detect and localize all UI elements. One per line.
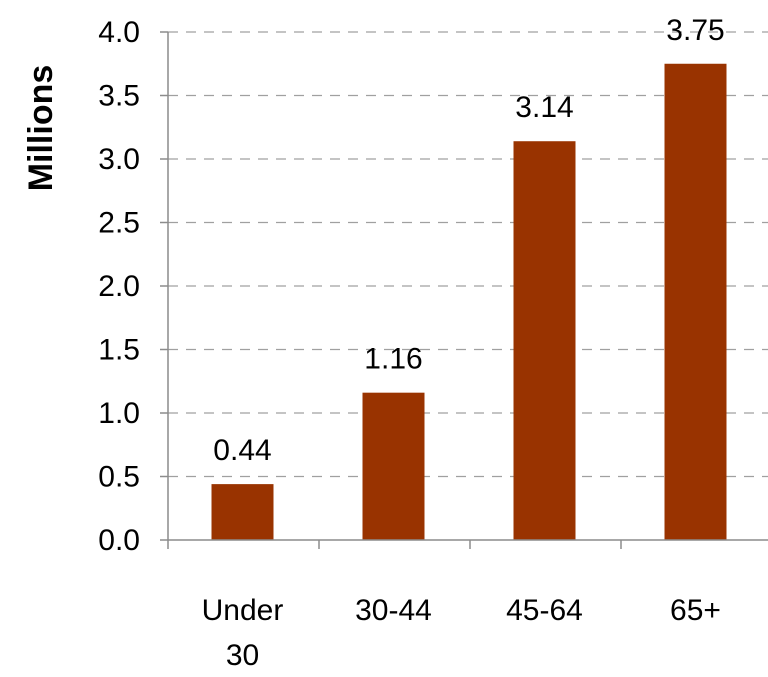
y-tick-label: 4.0 — [98, 16, 140, 49]
data-label: 3.14 — [515, 91, 573, 124]
bar — [211, 484, 274, 540]
y-tick-label: 1.5 — [98, 334, 140, 367]
y-tick-label: 1.0 — [98, 397, 140, 430]
bars — [211, 63, 727, 540]
y-tick-label: 2.5 — [98, 207, 140, 240]
x-category-label: Under 30 — [202, 594, 284, 672]
y-axis-label: Millions — [22, 65, 60, 192]
y-tick-label: 3.0 — [98, 143, 140, 176]
data-label: 3.75 — [666, 14, 724, 47]
y-tick-label: 3.5 — [98, 80, 140, 113]
x-category-label: 45-64 — [506, 594, 583, 627]
data-label: 0.44 — [213, 434, 271, 467]
bar — [513, 141, 576, 540]
y-tick-labels: 0.0 0.5 1.0 1.5 2.0 2.5 3.0 3.5 4.0 — [98, 16, 140, 557]
x-category-labels: Under 30 30-44 45-64 65+ — [202, 594, 721, 672]
y-tick-label: 0.0 — [98, 524, 140, 557]
x-category-label: 65+ — [670, 594, 721, 627]
bar — [664, 63, 727, 540]
x-category-label: 30-44 — [355, 594, 432, 627]
data-label: 1.16 — [364, 343, 422, 376]
y-tick-label: 2.0 — [98, 270, 140, 303]
y-tick-label: 0.5 — [98, 461, 140, 494]
axes — [160, 31, 768, 549]
bar — [362, 392, 425, 540]
data-labels: 0.44 1.16 3.14 3.75 — [213, 14, 724, 467]
